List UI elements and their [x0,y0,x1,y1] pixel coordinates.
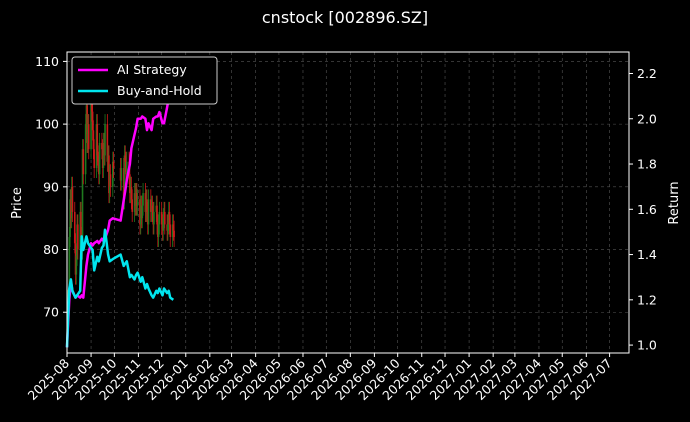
return-lines [65,73,175,348]
candle-body [150,199,152,212]
y-axis-return: 1.0 1.2 1.4 1.6 1.8 2.0 2.2 [629,66,657,353]
candle-body [104,124,106,156]
candle-body [131,199,134,212]
candle-body [90,92,92,150]
y2-axis-label: Return [667,181,682,224]
legend-box [71,56,218,105]
candle-body [158,211,161,225]
candle-body [153,211,155,225]
candle-body [151,205,154,212]
y2-tick-label: 2.0 [637,111,657,126]
y-axis-price: 70 80 90 100 110 [35,54,67,320]
candle-body [98,142,101,175]
candle-body [167,224,169,231]
candle-body [93,149,95,169]
buy-and-hold-line [65,228,175,348]
candle-body [129,174,131,194]
candle-body [82,149,85,175]
candle-body [136,199,139,206]
candle-body [120,168,123,181]
candle-body [146,199,148,212]
candle-body [84,124,87,175]
legend-ai-strategy: AI Strategy [117,62,187,77]
candle-body [111,161,114,187]
candle-body [125,161,128,175]
candle-body [123,155,126,200]
candle-body [160,211,163,225]
candle-body [106,124,109,162]
y-axis-label: Price [10,187,25,219]
y-tick-label: 110 [35,54,59,69]
candle-body [92,130,95,150]
legend: AI Strategy Buy-and-Hold [71,56,218,105]
candle-body [101,142,103,150]
candle-body [124,155,127,162]
y-tick-label: 70 [43,305,59,320]
chart-title: cnstock [002896.SZ] [262,8,428,27]
candle-body [71,186,74,212]
candle-body [147,199,150,225]
grid [66,52,629,353]
x-axis-dates: 2025-082025-092025-102025-112025-122026-… [25,353,615,403]
candle-body [156,205,158,225]
candle-body [164,211,166,225]
candle-body [87,124,90,150]
candle-body [130,186,133,200]
candle-body [173,230,175,237]
y2-tick-label: 1.2 [637,292,657,307]
legend-buy-and-hold: Buy-and-Hold [117,83,202,98]
ai-strategy-line [65,73,175,348]
candle-body [162,218,165,231]
candle-body [97,155,99,162]
candle-body [168,211,171,225]
candle-body [112,161,115,169]
candle-body [73,211,76,244]
y-tick-label: 80 [43,242,59,257]
candle-body [169,224,172,237]
candle-body [157,224,160,237]
y2-tick-label: 1.6 [637,202,657,217]
y2-tick-label: 2.2 [637,66,657,81]
candle-body [91,111,94,131]
candle-body [75,255,78,275]
y-tick-label: 100 [35,117,59,132]
candle-body [96,124,99,156]
candle-body [68,236,71,300]
candle-body [142,193,144,206]
y2-tick-label: 1.0 [637,338,657,353]
candle-body [77,224,79,250]
price-candles [66,82,175,348]
y2-tick-label: 1.8 [637,157,657,172]
candle-body [81,149,84,250]
y2-tick-label: 1.4 [637,247,657,262]
y-tick-label: 90 [43,179,59,194]
candle-body [141,205,144,219]
candle-body [109,174,112,187]
candle-body [172,224,175,231]
candle-body [80,211,82,237]
plot-frame [66,51,630,354]
